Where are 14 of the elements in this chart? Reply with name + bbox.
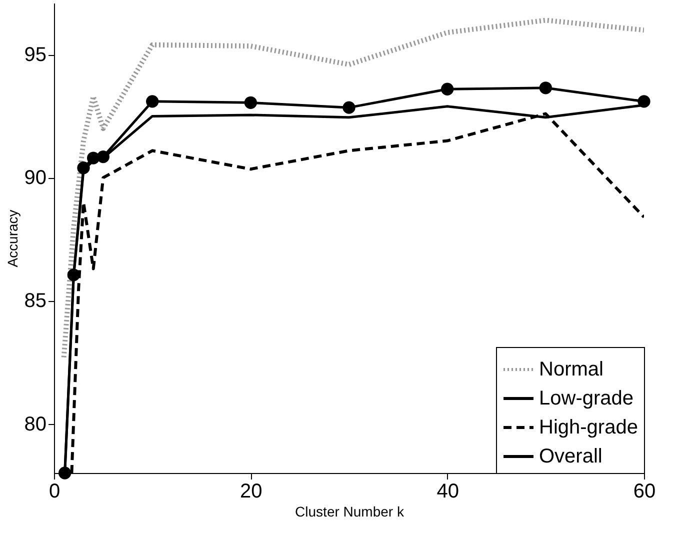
x-tick-label: 0 [48, 480, 60, 502]
x-tick-label: 20 [240, 480, 262, 502]
x-tick-label: 60 [633, 480, 656, 502]
y-tick-label: 95 [24, 44, 46, 66]
y-tick-label: 90 [24, 167, 46, 190]
legend-label: Normal [539, 358, 604, 380]
y-tick-label: 85 [24, 290, 46, 312]
x-tick-label: 40 [436, 480, 459, 502]
legend-label: Low-grade [539, 388, 634, 410]
y-tick-label: 80 [24, 413, 46, 436]
y-axis-title: Accuracy [4, 210, 20, 268]
x-axis-title: Cluster Number k [295, 504, 405, 520]
legend-label: Overall [539, 446, 602, 468]
legend-label: High-grade [539, 416, 638, 438]
